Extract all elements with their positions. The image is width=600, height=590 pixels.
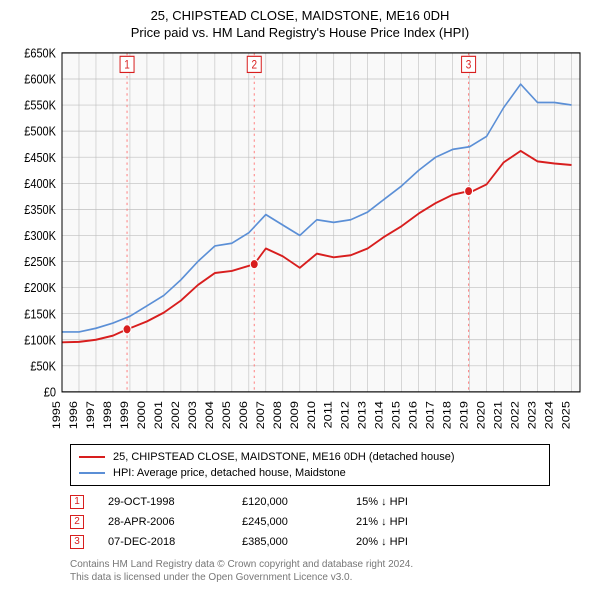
- svg-text:2021: 2021: [491, 401, 504, 430]
- marker-date: 29-OCT-1998: [108, 492, 218, 512]
- svg-text:£300K: £300K: [24, 228, 56, 243]
- marker-number-badge: 2: [70, 515, 84, 529]
- svg-text:£0: £0: [44, 385, 57, 400]
- svg-text:2024: 2024: [542, 401, 555, 430]
- svg-text:1999: 1999: [118, 401, 131, 430]
- title-sub: Price paid vs. HM Land Registry's House …: [10, 25, 590, 40]
- titles: 25, CHIPSTEAD CLOSE, MAIDSTONE, ME16 0DH…: [10, 8, 590, 40]
- marker-row: 3 07-DEC-2018 £385,000 20% ↓ HPI: [70, 532, 550, 552]
- marker-delta: 15% ↓ HPI: [356, 492, 408, 512]
- markers-table: 1 29-OCT-1998 £120,000 15% ↓ HPI 2 28-APR-200…: [70, 492, 550, 552]
- marker-delta: 21% ↓ HPI: [356, 512, 408, 532]
- title-main: 25, CHIPSTEAD CLOSE, MAIDSTONE, ME16 0DH: [10, 8, 590, 23]
- svg-text:£350K: £350K: [24, 202, 56, 217]
- footnote: Contains HM Land Registry data © Crown c…: [70, 558, 550, 584]
- svg-text:2003: 2003: [186, 401, 199, 430]
- marker-price: £120,000: [242, 492, 332, 512]
- svg-text:£600K: £600K: [24, 72, 56, 87]
- svg-text:2010: 2010: [305, 401, 318, 430]
- chart-container: 25, CHIPSTEAD CLOSE, MAIDSTONE, ME16 0DH…: [0, 0, 600, 590]
- line-chart: £0 £50K £100K £150K £200K £250K £300K £350K £400…: [10, 46, 590, 438]
- svg-text:£200K: £200K: [24, 280, 56, 295]
- svg-text:£50K: £50K: [30, 359, 56, 374]
- svg-text:2018: 2018: [440, 401, 453, 430]
- svg-text:2011: 2011: [322, 401, 335, 429]
- svg-text:2017: 2017: [423, 401, 436, 429]
- legend-row: HPI: Average price, detached house, Maid…: [79, 465, 541, 481]
- svg-text:£500K: £500K: [24, 124, 56, 139]
- svg-text:£450K: £450K: [24, 150, 56, 165]
- svg-text:2020: 2020: [474, 401, 487, 430]
- svg-text:1997: 1997: [84, 401, 97, 429]
- legend-label: 25, CHIPSTEAD CLOSE, MAIDSTONE, ME16 0DH…: [113, 449, 455, 465]
- marker-price: £245,000: [242, 512, 332, 532]
- svg-text:2002: 2002: [169, 401, 182, 429]
- svg-text:2014: 2014: [372, 401, 385, 430]
- svg-text:2006: 2006: [237, 401, 250, 430]
- svg-text:3: 3: [466, 59, 472, 72]
- svg-text:£400K: £400K: [24, 176, 56, 191]
- svg-text:2009: 2009: [288, 401, 301, 430]
- svg-text:£550K: £550K: [24, 98, 56, 113]
- chart-area: £0 £50K £100K £150K £200K £250K £300K £350K £400…: [10, 46, 590, 438]
- legend-row: 25, CHIPSTEAD CLOSE, MAIDSTONE, ME16 0DH…: [79, 449, 541, 465]
- svg-text:2016: 2016: [406, 401, 419, 430]
- svg-text:£100K: £100K: [24, 333, 56, 348]
- legend-swatch: [79, 472, 105, 474]
- legend-label: HPI: Average price, detached house, Maid…: [113, 465, 346, 481]
- svg-text:2019: 2019: [457, 401, 470, 430]
- marker-date: 28-APR-2006: [108, 512, 218, 532]
- svg-text:2013: 2013: [356, 401, 369, 430]
- svg-text:2000: 2000: [135, 401, 148, 430]
- marker-date: 07-DEC-2018: [108, 532, 218, 552]
- footnote-line2: This data is licensed under the Open Gov…: [70, 571, 550, 584]
- svg-text:2022: 2022: [508, 401, 521, 429]
- marker-delta: 20% ↓ HPI: [356, 532, 408, 552]
- svg-text:2012: 2012: [339, 401, 352, 429]
- svg-text:2025: 2025: [559, 401, 572, 430]
- svg-text:2007: 2007: [254, 401, 267, 429]
- footnote-line1: Contains HM Land Registry data © Crown c…: [70, 558, 550, 571]
- svg-text:2008: 2008: [271, 401, 284, 430]
- marker-number-badge: 3: [70, 535, 84, 549]
- svg-text:2005: 2005: [220, 401, 233, 430]
- svg-text:2015: 2015: [389, 401, 402, 430]
- svg-text:2023: 2023: [525, 401, 538, 430]
- marker-row: 2 28-APR-2006 £245,000 21% ↓ HPI: [70, 512, 550, 532]
- svg-text:£150K: £150K: [24, 307, 56, 322]
- marker-row: 1 29-OCT-1998 £120,000 15% ↓ HPI: [70, 492, 550, 512]
- svg-text:2: 2: [251, 59, 257, 72]
- svg-text:2004: 2004: [203, 401, 216, 430]
- legend: 25, CHIPSTEAD CLOSE, MAIDSTONE, ME16 0DH…: [70, 444, 550, 486]
- svg-text:£650K: £650K: [24, 46, 56, 61]
- svg-text:1996: 1996: [67, 401, 80, 430]
- marker-price: £385,000: [242, 532, 332, 552]
- svg-text:1995: 1995: [50, 401, 63, 430]
- svg-text:1: 1: [124, 59, 130, 72]
- legend-swatch: [79, 456, 105, 458]
- marker-number-badge: 1: [70, 495, 84, 509]
- svg-text:£250K: £250K: [24, 254, 56, 269]
- svg-text:2001: 2001: [152, 401, 165, 430]
- svg-text:1998: 1998: [101, 401, 114, 430]
